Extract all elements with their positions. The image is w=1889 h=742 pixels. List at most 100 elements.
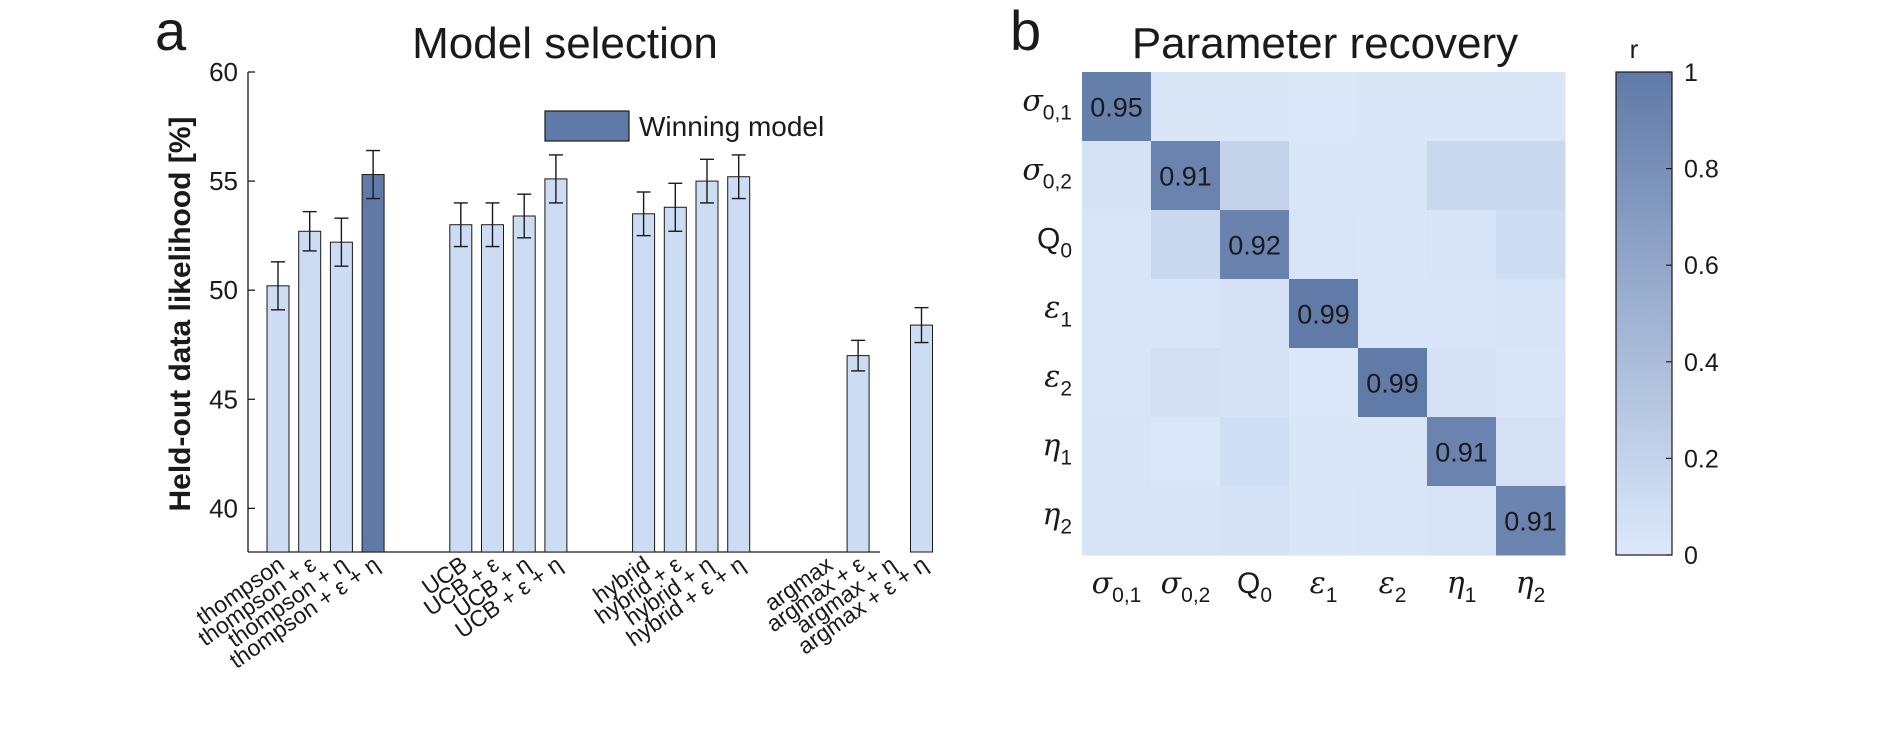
heatmap-cell-0-2 — [1220, 72, 1290, 142]
heatmap-cell-4-3 — [1289, 348, 1359, 418]
colorbar-label: r — [1630, 34, 1639, 64]
heatmap-cell-2-5 — [1427, 210, 1497, 280]
colorbar-tick-label: 1 — [1684, 59, 1698, 87]
heatmap-cell-0-4 — [1358, 72, 1428, 142]
heatmap-cell-1-5 — [1427, 141, 1497, 211]
heatmap-cell-0-0 — [1082, 72, 1152, 142]
param-subscript: 2 — [1060, 378, 1072, 401]
heatmap-cell-2-4 — [1358, 210, 1428, 280]
heatmap-cells: 0.95 0.91 0.92 0.99 0.99 0.91 0.91 — [1082, 72, 1566, 556]
param-symbol: ε — [1044, 360, 1060, 395]
param-symbol: Q — [1037, 223, 1060, 256]
param-label: η1 — [1447, 566, 1477, 607]
param-symbol: η — [1447, 566, 1465, 601]
param-symbol: η — [1042, 429, 1060, 464]
panel-a-legend: Winning model — [544, 110, 824, 142]
bar-9 — [663, 206, 687, 553]
param-label: η1 — [1042, 429, 1072, 470]
legend-swatch — [544, 110, 630, 142]
param-symbol: σ — [1161, 566, 1183, 601]
cell-annotation: 0.99 — [1366, 369, 1419, 399]
heatmap-cell-2-6 — [1496, 210, 1566, 280]
param-subscript: 2 — [1395, 584, 1407, 607]
bar-13 — [846, 355, 870, 553]
heatmap-cell-4-4 — [1358, 348, 1428, 418]
y-tick-label: 40 — [209, 493, 238, 523]
bar-2 — [329, 241, 353, 553]
bar-10 — [695, 180, 719, 553]
heatmap-cell-0-5 — [1427, 72, 1497, 142]
colorbar-gradient — [1615, 71, 1673, 556]
bar-11 — [727, 176, 751, 553]
heatmap-cell-5-3 — [1289, 417, 1359, 487]
panel-a-title: Model selection — [412, 19, 718, 68]
param-label: Q0 — [1237, 567, 1272, 607]
heatmap-cell-3-6 — [1496, 279, 1566, 349]
heatmap-cell-0-1 — [1151, 72, 1221, 142]
heatmap-cell-0-3 — [1289, 72, 1359, 142]
param-label: σ0,1 — [1092, 566, 1142, 607]
heatmap-cell-3-1 — [1151, 279, 1221, 349]
heatmap-cell-3-3 — [1289, 279, 1359, 349]
param-subscript: 0,2 — [1181, 584, 1210, 607]
heatmap-cell-3-0 — [1082, 279, 1152, 349]
legend-label: Winning model — [639, 111, 824, 142]
heatmap-cell-4-1 — [1151, 348, 1221, 418]
y-tick-label: 55 — [209, 166, 238, 196]
param-symbol: ε — [1044, 291, 1060, 326]
param-symbol: ε — [1310, 566, 1326, 601]
panel-a-ylabel: Held-out data likelihood [%] — [164, 117, 197, 512]
heatmap-cell-6-0 — [1082, 486, 1152, 556]
cell-annotation: 0.95 — [1090, 93, 1143, 123]
param-subscript: 0 — [1060, 240, 1072, 263]
bar-15 — [910, 324, 933, 553]
param-subscript: 2 — [1534, 584, 1546, 607]
bar-5 — [481, 224, 504, 553]
param-label: η2 — [1042, 498, 1072, 539]
param-label: ε1 — [1044, 291, 1072, 332]
param-subscript: 1 — [1465, 584, 1477, 607]
colorbar-tick-label: 0.2 — [1684, 445, 1719, 473]
colorbar-tick-label: 0 — [1684, 542, 1698, 570]
param-label: η2 — [1516, 566, 1546, 607]
panel-a-y-axis: 40 45 50 55 60 — [209, 57, 880, 553]
param-label: σ0,2 — [1161, 566, 1211, 607]
bar-7 — [544, 178, 568, 553]
param-symbol: σ — [1092, 566, 1114, 601]
colorbar-tick-label: 0.8 — [1684, 156, 1719, 184]
heatmap-cell-2-2 — [1220, 210, 1290, 280]
heatmap-cell-6-1 — [1151, 486, 1221, 556]
colorbar: r 0 0.2 0.4 0.6 0.8 1 — [1615, 34, 1719, 570]
heatmap-cell-5-0 — [1082, 417, 1152, 487]
heatmap-cell-4-2 — [1220, 348, 1290, 418]
cell-annotation: 0.91 — [1504, 507, 1557, 537]
heatmap-cell-2-1 — [1151, 210, 1221, 280]
heatmap-cell-1-3 — [1289, 141, 1359, 211]
param-subscript: 0,2 — [1043, 171, 1072, 194]
heatmap-cell-1-2 — [1220, 141, 1290, 211]
param-label: σ0,2 — [1022, 153, 1072, 194]
heatmap-cell-3-4 — [1358, 279, 1428, 349]
panel-letter-a: a — [155, 0, 187, 62]
heatmap-cell-4-0 — [1082, 348, 1152, 418]
bar-1 — [298, 230, 322, 553]
param-subscript: 1 — [1060, 447, 1072, 470]
heatmap-cell-2-3 — [1289, 210, 1359, 280]
panel-letter-b: b — [1010, 0, 1041, 62]
heatmap-cell-5-1 — [1151, 417, 1221, 487]
param-label: σ0,1 — [1022, 84, 1072, 125]
y-tick-label: 50 — [209, 275, 238, 305]
bar-6 — [512, 215, 536, 553]
cell-annotation: 0.91 — [1435, 438, 1488, 468]
param-symbol: σ — [1022, 84, 1044, 119]
y-tick-label: 60 — [209, 57, 238, 87]
panel-b-heatmap: b Parameter recovery 0.950.910.920.990.9… — [1010, 0, 1719, 607]
bar-3 — [361, 174, 385, 553]
param-subscript: 1 — [1326, 584, 1338, 607]
cell-annotation: 0.99 — [1297, 300, 1350, 330]
heatmap-cell-5-6 — [1496, 417, 1566, 487]
param-label: ε1 — [1310, 566, 1338, 607]
